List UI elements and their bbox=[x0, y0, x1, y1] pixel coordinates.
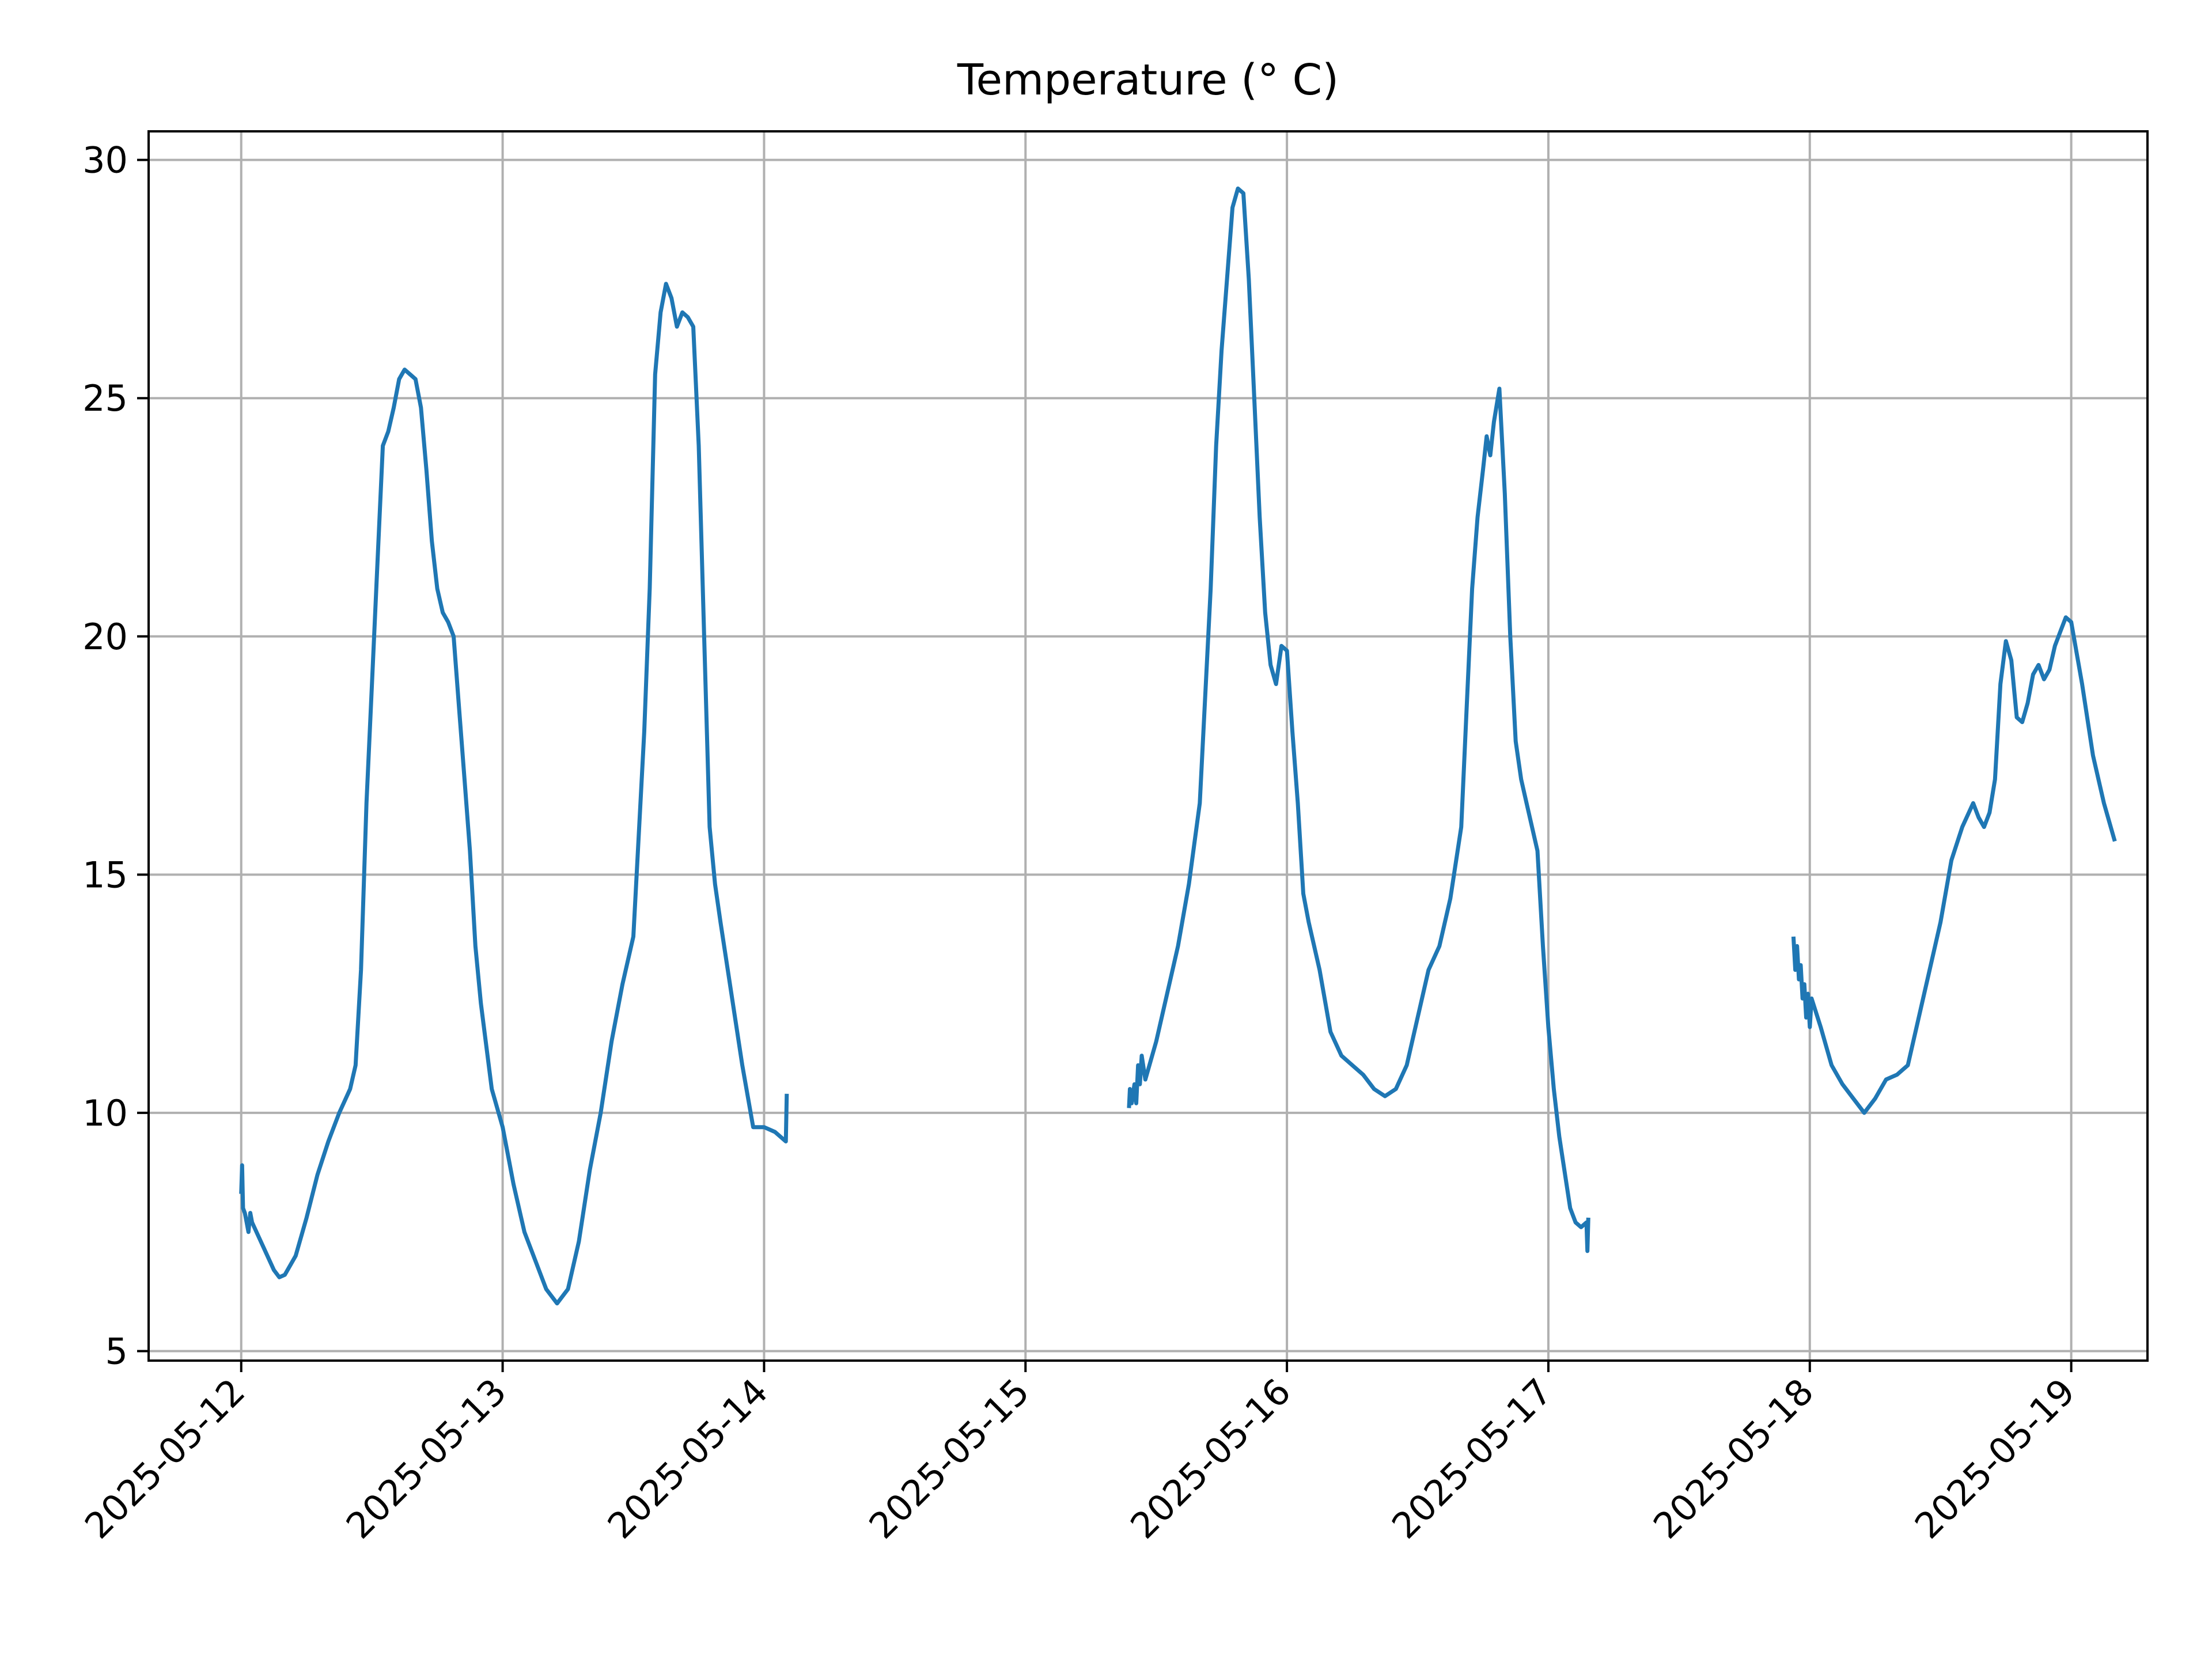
series-lines bbox=[239, 186, 2117, 1306]
y-tick-label: 10 bbox=[82, 1092, 128, 1134]
temperature-line-segment bbox=[1127, 186, 1590, 1253]
y-tick-label: 20 bbox=[82, 616, 128, 658]
y-tick-label: 15 bbox=[82, 854, 128, 896]
temperature-line-segment bbox=[239, 282, 789, 1306]
y-tick-label: 25 bbox=[82, 377, 128, 419]
y-tick-label: 5 bbox=[105, 1330, 128, 1372]
temperature-line-segment bbox=[1791, 615, 2117, 1115]
plot-frame bbox=[147, 130, 2149, 1362]
chart-title: Temperature (° C) bbox=[957, 55, 1339, 105]
y-tick-label: 30 bbox=[82, 139, 128, 181]
grid-lines bbox=[149, 131, 2147, 1361]
